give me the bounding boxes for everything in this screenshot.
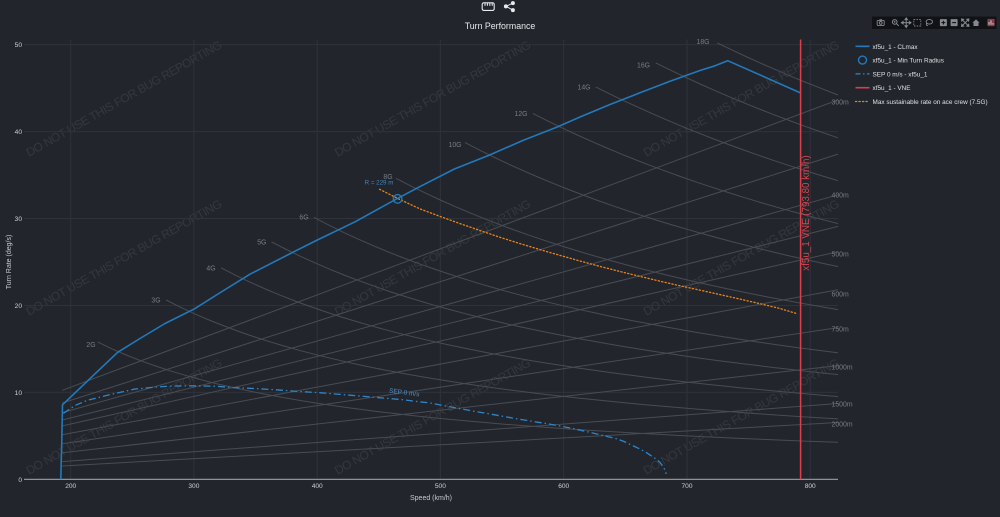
svg-text:8G: 8G: [383, 174, 392, 181]
svg-text:14G: 14G: [577, 85, 590, 92]
svg-text:400m: 400m: [832, 193, 849, 200]
svg-text:300: 300: [188, 483, 199, 490]
svg-text:20: 20: [15, 303, 23, 310]
svg-text:16G: 16G: [637, 62, 650, 69]
svg-text:1500m: 1500m: [832, 402, 853, 409]
svg-text:750m: 750m: [832, 327, 849, 334]
svg-text:4G: 4G: [206, 266, 215, 273]
svg-text:2G: 2G: [86, 342, 95, 349]
svg-text:800: 800: [805, 483, 816, 490]
svg-text:Speed (km/h): Speed (km/h): [410, 495, 452, 502]
svg-text:6G: 6G: [299, 215, 308, 222]
svg-text:400: 400: [312, 483, 323, 490]
svg-text:500m: 500m: [832, 252, 849, 259]
svg-text:600m: 600m: [832, 292, 849, 299]
svg-text:12G: 12G: [514, 111, 527, 118]
svg-text:5G: 5G: [257, 240, 266, 247]
svg-text:xf5u_1 VNE (793.80 km/h): xf5u_1 VNE (793.80 km/h): [801, 155, 812, 270]
svg-text:xf5u_1 - VNE: xf5u_1 - VNE: [873, 85, 911, 92]
svg-text:Max sustainable rate on ace cr: Max sustainable rate on ace crew (7.5G): [873, 99, 988, 106]
svg-text:500: 500: [435, 483, 446, 490]
svg-text:10: 10: [15, 390, 23, 397]
svg-text:18G: 18G: [696, 39, 709, 46]
svg-text:300m: 300m: [832, 100, 849, 107]
svg-text:xf5u_1 - CLmax: xf5u_1 - CLmax: [873, 44, 919, 51]
svg-text:3G: 3G: [151, 298, 160, 305]
svg-text:1000m: 1000m: [832, 365, 853, 372]
svg-text:Turn Performance: Turn Performance: [465, 21, 536, 31]
svg-text:10G: 10G: [448, 142, 461, 149]
svg-text:50: 50: [15, 42, 23, 49]
svg-text:30: 30: [15, 216, 23, 223]
svg-text:2000m: 2000m: [832, 422, 853, 429]
svg-text:SEP 0 m/s: SEP 0 m/s: [389, 388, 421, 399]
svg-text:40: 40: [15, 129, 23, 136]
svg-text:xf5u_1 - Min Turn Radius: xf5u_1 - Min Turn Radius: [873, 58, 944, 65]
svg-text:R = 229 m: R = 229 m: [365, 180, 394, 187]
svg-text:Turn Rate (deg/s): Turn Rate (deg/s): [6, 235, 13, 290]
svg-text:700: 700: [681, 483, 692, 490]
svg-text:0: 0: [18, 477, 22, 484]
svg-text:SEP 0 m/s - xf5u_1: SEP 0 m/s - xf5u_1: [873, 71, 928, 78]
svg-text:200: 200: [65, 483, 76, 490]
svg-text:600: 600: [558, 483, 569, 490]
